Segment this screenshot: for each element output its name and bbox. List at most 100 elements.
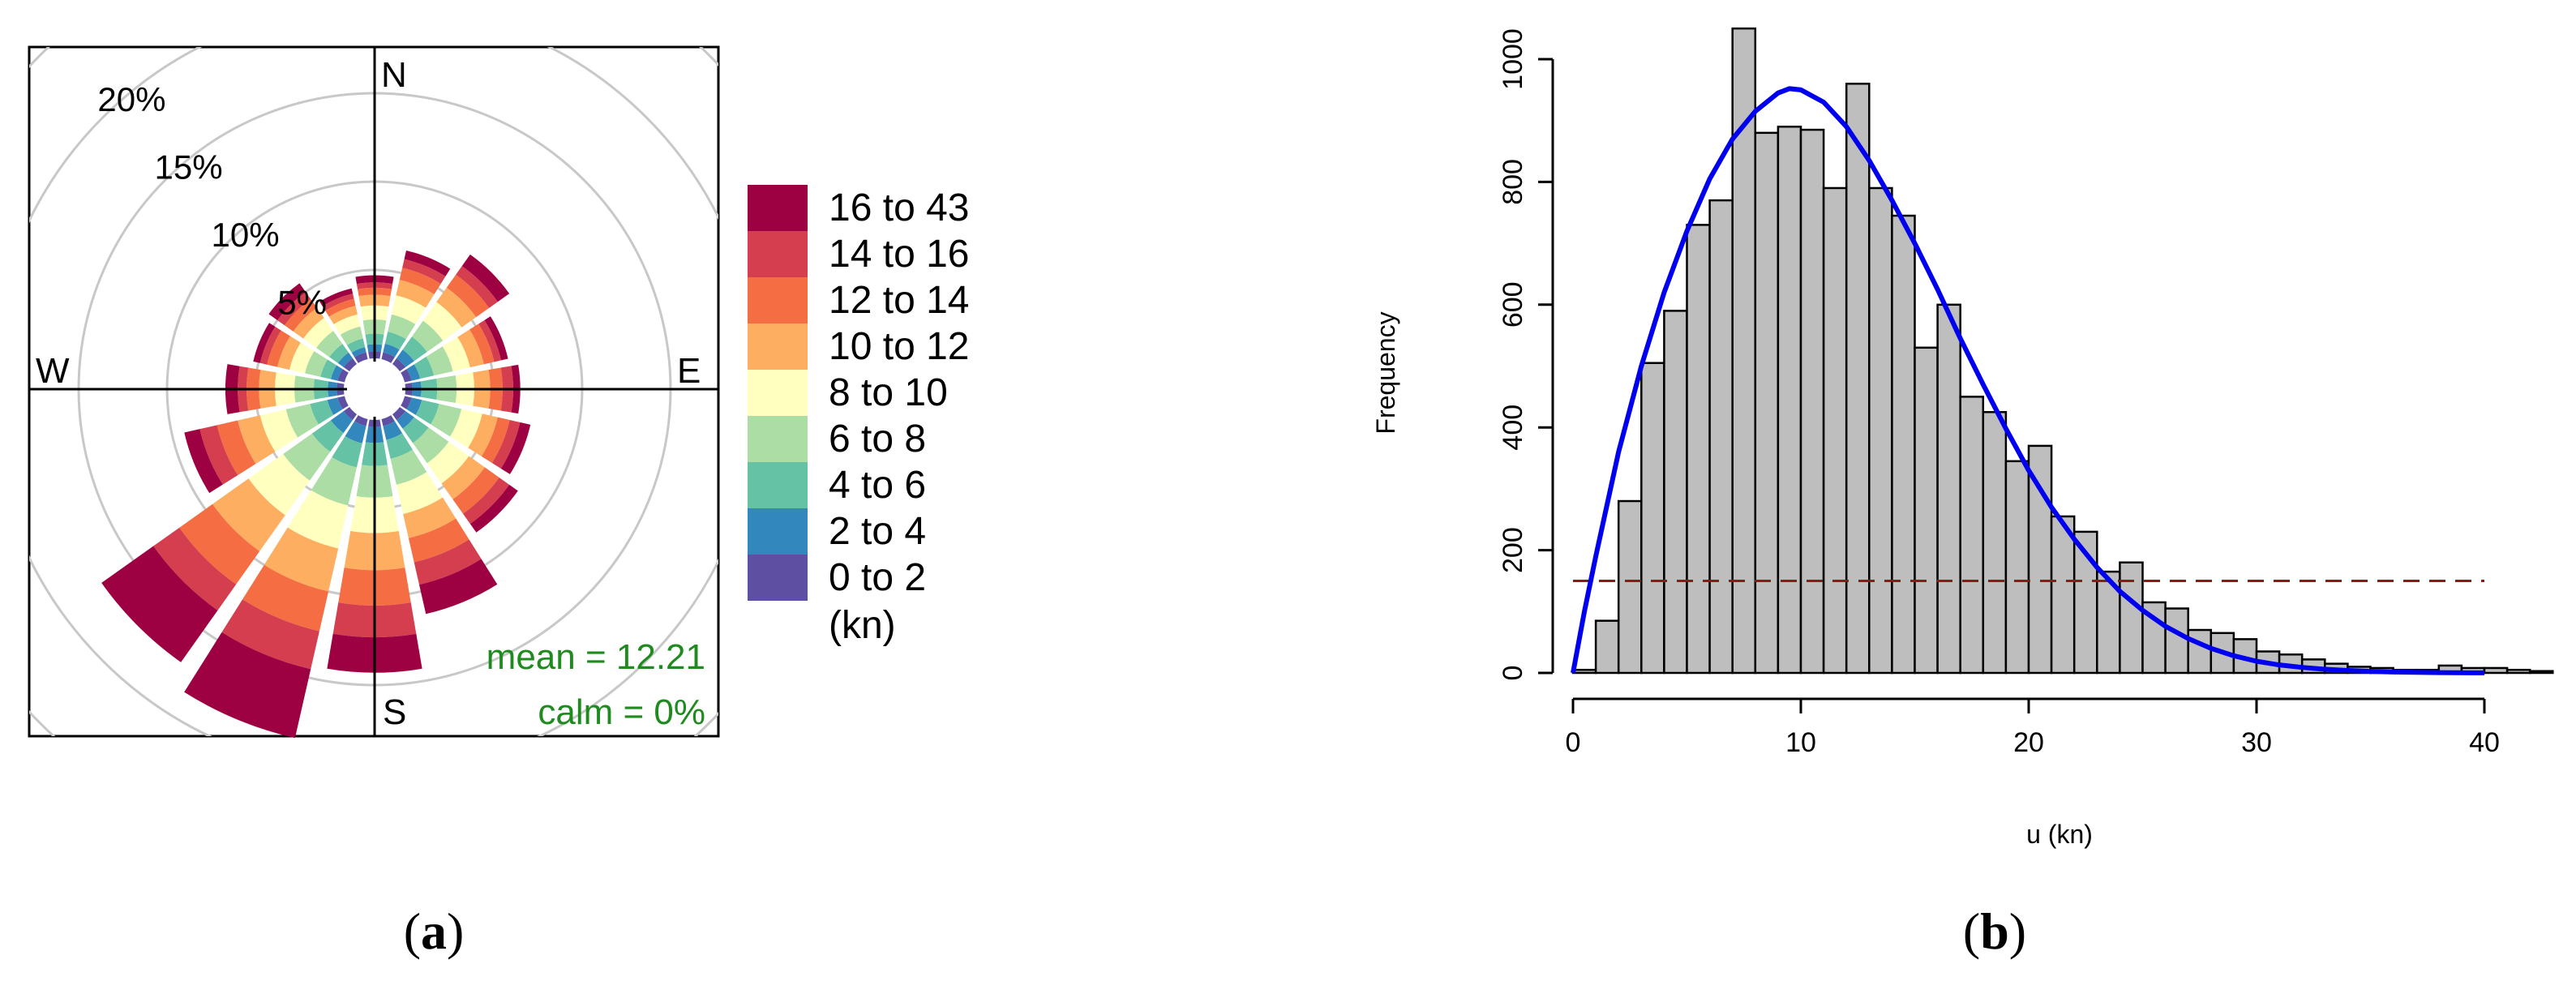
calm-center-circle bbox=[347, 362, 402, 417]
mean-annotation: mean = 12.21 bbox=[486, 637, 705, 677]
wedge-ne-bin-3 bbox=[411, 320, 444, 353]
wedge-ese-bin-0 bbox=[401, 396, 412, 409]
histogram-bar-11 bbox=[1822, 186, 1848, 675]
wedge-nw-bin-1 bbox=[337, 352, 353, 367]
histogram-bar-16 bbox=[1936, 303, 1961, 675]
wedge-wsw-bin-7 bbox=[199, 425, 238, 485]
wedge-ene-bin-0 bbox=[401, 369, 412, 383]
wedge-sse-bin-5 bbox=[403, 497, 456, 538]
wedge-nnw-bin-5 bbox=[328, 306, 358, 324]
legend-label-0: 0 to 2 bbox=[829, 556, 926, 599]
wedge-se-bin-7 bbox=[463, 478, 510, 525]
wedge-ssw-bin-7 bbox=[221, 599, 319, 670]
wedge-ne-bin-1 bbox=[396, 349, 414, 367]
caption-b: (b) bbox=[1963, 902, 2026, 960]
y-tick-label-600: 600 bbox=[1498, 281, 1528, 328]
wedge-wnw-bin-8 bbox=[253, 323, 276, 363]
wedge-wsw-bin-2 bbox=[310, 400, 334, 425]
legend-unit-label: (kn) bbox=[829, 604, 896, 647]
x-tick-label-40: 40 bbox=[2469, 727, 2500, 758]
wedge-nw-bin-2 bbox=[329, 344, 349, 363]
histogram-bar-41 bbox=[2505, 668, 2531, 675]
wedge-nnw-bin-0 bbox=[354, 352, 368, 363]
wind-rose-wedges bbox=[101, 251, 531, 739]
wedge-sse-bin-7 bbox=[414, 539, 482, 585]
wedge-ene-bin-5 bbox=[457, 329, 484, 368]
wedge-sw-bin-1 bbox=[330, 411, 353, 434]
wedge-nnw-bin-1 bbox=[351, 347, 366, 358]
wedge-sse-bin-0 bbox=[381, 415, 395, 426]
wedge-wnw-bin-0 bbox=[337, 369, 349, 383]
x-tick-label-20: 20 bbox=[2013, 727, 2044, 758]
wedge-nw-bin-3 bbox=[316, 331, 343, 358]
legend-label-8: 16 to 43 bbox=[829, 186, 969, 229]
histogram-bar-18 bbox=[1982, 411, 2008, 675]
legend-swatch-5 bbox=[748, 323, 808, 370]
wedge-se-bin-2 bbox=[402, 417, 429, 443]
wedge-ne-bin-2 bbox=[402, 336, 427, 362]
wedge-se-bin-3 bbox=[413, 427, 449, 464]
wedge-se-bin-0 bbox=[392, 406, 406, 421]
wedge-ssw-bin-5 bbox=[264, 527, 339, 592]
wedge-wsw-bin-3 bbox=[285, 404, 319, 438]
wedge-nw-bin-7 bbox=[277, 292, 311, 326]
wedge-nne-bin-8 bbox=[404, 251, 451, 276]
wedge-wnw-bin-3 bbox=[305, 351, 328, 377]
wedge-wsw-bin-0 bbox=[337, 396, 349, 409]
wedge-ssw-bin-3 bbox=[311, 456, 357, 506]
wedge-nne-bin-0 bbox=[381, 352, 395, 363]
wedge-ese-bin-8 bbox=[500, 422, 531, 474]
wedge-wsw-bin-4 bbox=[259, 409, 298, 452]
wedge-ssw-bin-6 bbox=[242, 564, 329, 632]
wedge-wnw-bin-7 bbox=[259, 326, 281, 365]
histogram-x-axis: 0 10 20 30 40 bbox=[1566, 697, 2500, 758]
wedge-nne-bin-4 bbox=[392, 295, 426, 324]
legend-label-4: 8 to 10 bbox=[829, 371, 948, 414]
wedge-ese-bin-3 bbox=[431, 404, 462, 437]
legend-swatch-7 bbox=[748, 231, 808, 277]
legend-swatch-2 bbox=[748, 462, 808, 508]
histogram-bar-0 bbox=[1571, 668, 1597, 675]
wedge-sse-bin-4 bbox=[396, 472, 444, 514]
legend-label-3: 6 to 8 bbox=[829, 418, 926, 461]
histogram-bar-1 bbox=[1594, 619, 1620, 675]
wedge-ssw-bin-1 bbox=[345, 421, 366, 443]
x-tick-label-0: 0 bbox=[1566, 727, 1581, 758]
ring-label-20: 20% bbox=[97, 80, 165, 118]
histogram-bar-40 bbox=[2483, 666, 2509, 675]
histogram-bar-14 bbox=[1891, 214, 1916, 675]
wedge-nw-bin-0 bbox=[343, 358, 358, 372]
y-tick-label-200: 200 bbox=[1498, 527, 1528, 573]
wedge-ene-bin-6 bbox=[469, 323, 495, 365]
compass-label-n: N bbox=[381, 55, 407, 95]
legend-label-2: 4 to 6 bbox=[829, 464, 926, 507]
legend-label-7: 14 to 16 bbox=[829, 233, 969, 276]
wedge-ne-bin-0 bbox=[392, 358, 406, 372]
wedge-sw-bin-6 bbox=[179, 503, 260, 585]
wedge-wnw-bin-5 bbox=[277, 336, 301, 371]
histogram-bar-24 bbox=[2119, 561, 2144, 675]
wedge-nw-bin-4 bbox=[303, 318, 334, 349]
wedge-wsw-bin-6 bbox=[216, 420, 256, 476]
wedge-se-bin-1 bbox=[396, 411, 414, 429]
wedge-sw-bin-5 bbox=[212, 478, 285, 551]
wedge-wnw-bin-6 bbox=[267, 330, 290, 367]
wedge-sse-bin-1 bbox=[383, 421, 403, 440]
wedge-sse-bin-8 bbox=[418, 559, 498, 615]
histogram-bar-3 bbox=[1640, 362, 1665, 675]
histogram-bar-9 bbox=[1777, 126, 1802, 675]
legend-label-1: 2 to 4 bbox=[829, 510, 926, 553]
wind-rose-axes bbox=[29, 47, 718, 736]
histogram-y-axis: 0 200 400 600 800 1000 bbox=[1498, 28, 1554, 680]
wedge-ese-bin-6 bbox=[481, 417, 510, 463]
wedge-ssw-bin-8 bbox=[184, 632, 311, 739]
histogram-panel: 0 10 20 30 40 0 200 400 600 800 1000 u (kn) Frequ… bbox=[1371, 27, 2554, 849]
wedge-se-bin-8 bbox=[469, 484, 518, 533]
wedge-sw-bin-2 bbox=[311, 420, 344, 452]
wedge-wnw-bin-4 bbox=[289, 342, 315, 374]
histogram-bar-21 bbox=[2050, 515, 2076, 675]
wedge-wsw-bin-5 bbox=[238, 415, 276, 465]
x-tick-label-30: 30 bbox=[2241, 727, 2272, 758]
